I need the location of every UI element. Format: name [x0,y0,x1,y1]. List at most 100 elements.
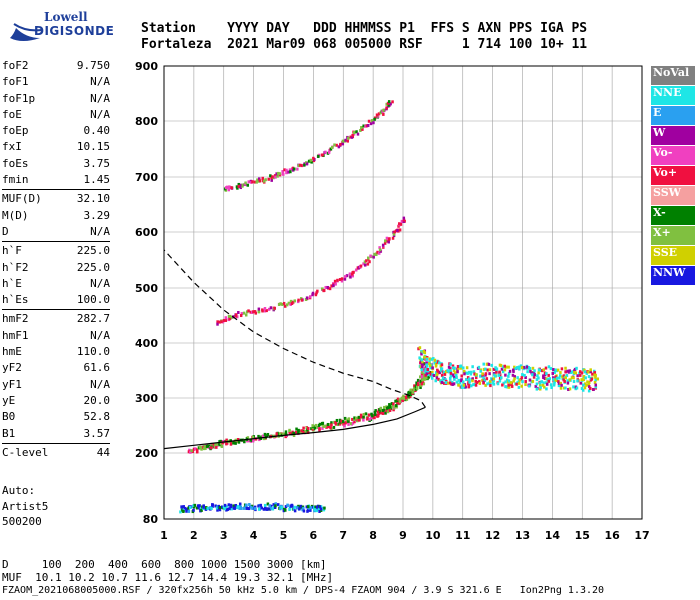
echo-mark [582,378,586,382]
echo-mark [239,504,242,508]
echo-mark [420,358,424,362]
echo-mark [456,364,460,368]
echo-mark [304,430,308,434]
echo-mark [564,366,567,370]
echo-mark [196,504,200,508]
echo-mark [315,291,318,295]
echo-mark [285,171,288,175]
echo-mark [281,302,284,306]
echo-mark [562,386,566,390]
legend-item: W [651,126,695,145]
echo-mark [286,504,289,508]
echo-mark [525,365,529,369]
echo-mark [429,366,432,370]
echo-mark [288,507,291,511]
header-labels: Station YYYY DAY DDD HHMMSS P1 FFS S AXN… [141,21,588,36]
param-value: 44 [96,445,110,459]
echo-mark [194,447,197,451]
param-value: 20.0 [83,393,111,407]
echo-mark [424,370,427,374]
auto-code: 500200 [2,515,42,528]
echo-mark [505,385,509,389]
echo-mark [503,364,507,368]
echo-mark [251,435,255,439]
echo-mark [471,377,474,381]
echo-mark [290,503,294,507]
echo-mark [289,299,293,303]
echo-mark [305,162,309,166]
echo-mark [532,375,536,379]
echo-mark [494,367,497,371]
echo-mark [449,374,453,378]
echo-mark [309,158,313,162]
echo-mark [263,503,267,507]
echo-mark [324,285,328,289]
echo-mark [545,372,548,376]
echo-mark [447,381,450,385]
echo-mark [202,505,205,509]
echo-mark [357,418,361,422]
param-value: 3.29 [83,208,111,222]
echo-mark [254,437,258,441]
echo-mark [462,369,466,373]
echo-mark [467,377,471,381]
echo-mark [218,443,222,447]
echo-mark [420,382,424,386]
echo-mark [588,385,591,389]
distance-row: D 100 200 400 600 800 1000 1500 3000 [km… [2,558,327,571]
echo-mark [465,378,468,382]
echo-mark [339,142,342,146]
echo-mark [419,365,423,369]
logo-swoosh-icon [10,23,43,41]
echo-mark [483,379,487,383]
echo-mark [469,370,473,374]
echo-mark [549,383,553,387]
echo-mark [251,439,255,443]
echo-mark [553,380,556,384]
echo-mark [297,164,301,168]
echo-mark [208,444,211,448]
echo-mark [293,299,297,303]
echo-mark [192,447,196,451]
param-value: N/A [90,107,110,121]
echo-mark [528,378,532,382]
echo-mark [414,385,418,389]
echo-mark [489,384,492,388]
echo-mark [187,509,191,513]
echo-mark [214,504,217,508]
echo-mark [539,385,542,389]
echo-mark [477,365,481,369]
echo-mark [183,506,187,510]
echo-mark [265,309,268,313]
x-tick-label: 9 [399,529,407,542]
echo-mark [589,386,592,390]
echo-mark [563,379,566,383]
echo-mark [351,421,355,425]
echo-mark [305,505,309,509]
echo-mark [454,371,457,375]
echo-mark [420,365,424,369]
echo-mark [305,426,309,430]
echo-mark [370,412,373,416]
echo-mark [385,406,389,410]
echo-mark [368,260,371,264]
echo-mark [243,506,246,510]
echo-mark [446,369,449,373]
echo-mark [485,377,489,381]
param-value: 1.45 [83,173,111,187]
echo-mark [247,507,251,511]
echo-mark [189,450,192,454]
echo-mark [558,374,562,378]
echo-mark [538,381,542,385]
echo-mark [453,376,456,380]
echo-mark [249,438,253,442]
echo-mark [341,420,345,424]
echo-mark [505,365,508,369]
echo-mark [564,376,567,380]
echo-mark [274,504,277,508]
param-row: hmE 110.0 [2,344,110,360]
echo-mark [428,360,431,364]
echo-mark [374,409,377,413]
param-value: 225.0 [76,244,110,258]
echo-mark [381,243,385,247]
